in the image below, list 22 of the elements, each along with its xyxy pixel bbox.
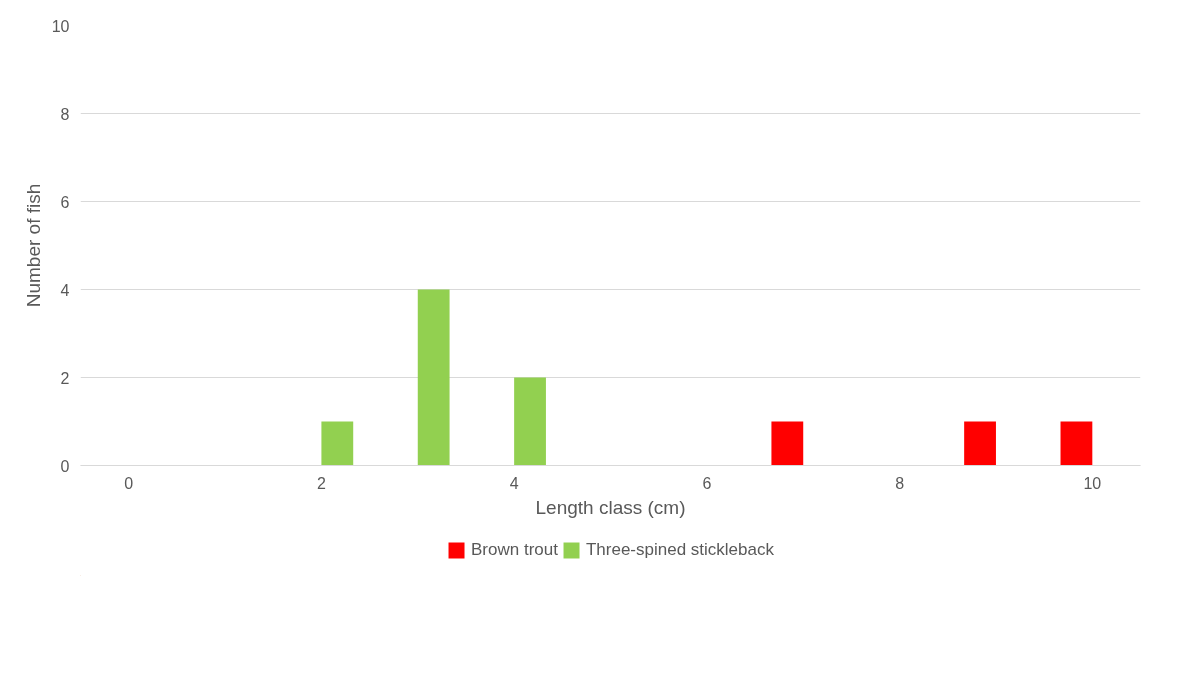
y-tick-label: 4	[60, 281, 70, 299]
y-tick-label: 8	[60, 105, 70, 123]
bar	[321, 421, 354, 466]
legend-label: Brown trout	[471, 540, 558, 560]
x-tick-label: 10	[1083, 474, 1102, 492]
y-axis-title: Number of fish	[22, 183, 44, 308]
y-tick-label: 6	[60, 193, 70, 211]
y-tick-label: 10	[51, 17, 70, 35]
x-axis-title: Length class (cm)	[535, 496, 686, 518]
y-tick-label: 2	[60, 369, 70, 387]
x-tick-label: 8	[895, 474, 905, 492]
bar	[1060, 421, 1093, 466]
bar	[417, 289, 450, 466]
x-tick-label: 2	[316, 474, 326, 492]
x-tick-label: 6	[702, 474, 712, 492]
bar	[771, 421, 804, 466]
bar	[964, 421, 996, 466]
x-tick-label: 4	[509, 474, 519, 492]
bar	[514, 377, 546, 466]
legend-label: Three-spined stickleback	[585, 540, 774, 560]
y-tick-label: 0	[60, 457, 70, 475]
x-tick-label: 0	[124, 474, 134, 492]
